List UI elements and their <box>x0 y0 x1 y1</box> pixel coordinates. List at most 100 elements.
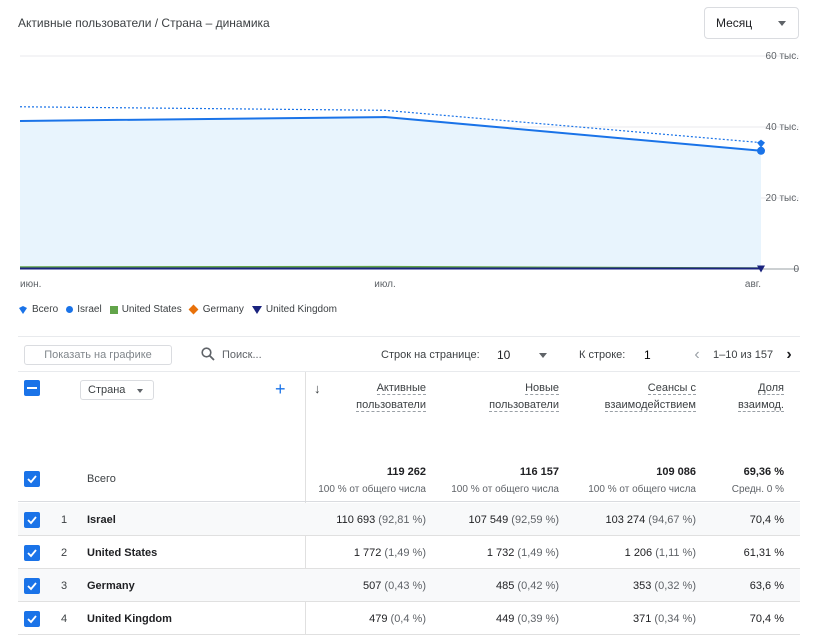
new-users-cell: 485 (0,42 %) <box>439 580 559 592</box>
engagement-rate-cell: 61,31 % <box>743 547 784 559</box>
legend-item-total[interactable]: Всего <box>18 304 58 315</box>
circle-marker-icon <box>66 306 74 313</box>
row-index: 1 <box>61 514 68 526</box>
period-select[interactable]: Месяц <box>704 7 799 39</box>
engagement-rate-cell: 70,4 % <box>749 613 784 625</box>
add-dimension-button[interactable]: + <box>275 379 286 399</box>
y-tick-label: 60 тыс. <box>766 51 799 62</box>
engaged-sessions-cell: 103 274 (94,67 %) <box>576 514 696 526</box>
active-users-cell: 1 772 (1,49 %) <box>308 547 426 559</box>
engaged-sessions-cell: 353 (0,32 %) <box>576 580 696 592</box>
total-engaged-sessions-share: 100 % от общего числа <box>588 484 696 495</box>
chevron-right-icon: › <box>786 346 792 363</box>
row-checkbox[interactable] <box>24 611 40 627</box>
engagement-rate-cell: 63,6 % <box>749 580 784 592</box>
totals-label: Всего <box>87 473 116 485</box>
country-name: Israel <box>87 514 116 526</box>
active-users-cell: 507 (0,43 %) <box>308 580 426 592</box>
cell-percent: (94,67 %) <box>648 514 696 526</box>
caret-down-icon <box>137 389 143 393</box>
cell-value: 485 <box>496 580 515 592</box>
cell-value: 1 772 <box>353 547 382 559</box>
dimension-select[interactable]: Страна <box>80 380 154 400</box>
chart-legend: Всего Israel United States Germany Unite… <box>18 304 345 315</box>
country-name: United States <box>87 547 158 559</box>
goto-row-input[interactable] <box>644 345 684 365</box>
caret-down-icon <box>778 21 786 26</box>
cell-percent: (0,39 %) <box>517 613 559 625</box>
row-checkbox[interactable] <box>24 578 40 594</box>
cell-percent: (0,42 %) <box>517 580 559 592</box>
legend-item-germany[interactable]: Germany <box>188 304 244 315</box>
period-value: Месяц <box>716 16 753 30</box>
table-row: 4 United Kingdom 479 (0,4 %) 449 (0,39 %… <box>18 602 800 635</box>
legend-label: Germany <box>202 304 244 315</box>
series-line-israel <box>19 116 762 152</box>
total-new-users: 116 157 <box>519 466 559 478</box>
legend-item-united-kingdom[interactable]: United Kingdom <box>251 304 337 315</box>
legend-label: Israel <box>77 304 102 315</box>
israel-area <box>20 117 761 269</box>
rows-per-page-value: 10 <box>497 348 511 362</box>
cell-percent: (1,11 %) <box>655 547 696 559</box>
diamond-marker-icon <box>188 304 199 315</box>
column-header-active-users[interactable]: Активные пользователи <box>326 380 426 414</box>
column-header-engagement-rate[interactable]: Доля взаимод. <box>714 380 784 414</box>
cell-value: 110 693 <box>336 514 376 526</box>
y-tick-label: 40 тыс. <box>766 122 799 133</box>
total-marker-icon <box>19 305 27 314</box>
cell-percent: (1,49 %) <box>384 547 426 559</box>
cell-percent: (92,81 %) <box>378 514 426 526</box>
rows-per-page-select[interactable]: 10 <box>497 345 547 365</box>
cell-value: 479 <box>369 613 388 625</box>
engaged-sessions-cell: 371 (0,34 %) <box>576 613 696 625</box>
x-tick-label: июн. <box>20 279 41 290</box>
cell-value: 449 <box>496 613 515 625</box>
row-checkbox[interactable] <box>24 512 40 528</box>
total-active-users-share: 100 % от общего числа <box>318 484 426 495</box>
search-icon <box>201 347 215 361</box>
row-index: 4 <box>61 613 68 625</box>
rows-per-page-label: Строк на странице: <box>381 349 480 361</box>
next-page-button[interactable]: › <box>782 345 796 365</box>
column-header-new-users[interactable]: Новые пользователи <box>460 380 559 414</box>
engagement-rate-cell: 70,4 % <box>749 514 784 526</box>
cell-value: 103 274 <box>605 514 646 526</box>
check-icon <box>27 582 37 591</box>
column-header-line: пользователи <box>356 399 426 412</box>
column-header-line: Доля <box>758 382 784 395</box>
search-input[interactable] <box>222 345 332 365</box>
legend-label: United States <box>121 304 182 315</box>
cell-value: 1 732 <box>486 547 515 559</box>
x-tick-label: июл. <box>374 279 395 290</box>
square-marker-icon <box>109 305 118 314</box>
select-all-checkbox[interactable] <box>24 380 40 396</box>
column-header-line: взаимод. <box>738 399 784 412</box>
legend-item-united-states[interactable]: United States <box>109 304 182 315</box>
prev-page-button[interactable]: ‹ <box>690 345 704 365</box>
totals-checkbox[interactable] <box>24 471 40 487</box>
column-header-line: Активные <box>376 382 426 395</box>
united-kingdom-end-marker <box>757 265 765 273</box>
column-header-line: взаимодействием <box>604 399 696 412</box>
column-header-line: Сеансы с <box>647 382 696 395</box>
country-name: Germany <box>87 580 135 592</box>
active-users-cell: 110 693 (92,81 %) <box>308 514 426 526</box>
table-toolbar: Показать на графике Строк на странице: 1… <box>18 336 800 372</box>
totals-row <box>18 456 800 502</box>
cell-value: 1 206 <box>624 547 653 559</box>
sort-desc-icon[interactable]: ↓ <box>314 381 321 396</box>
cell-percent: (0,4 %) <box>390 613 426 625</box>
cell-value: 371 <box>633 613 652 625</box>
row-index: 3 <box>61 580 68 592</box>
y-tick-label: 0 <box>793 264 799 275</box>
row-checkbox[interactable] <box>24 545 40 561</box>
total-engagement-rate-avg: Средн. 0 % <box>731 484 784 495</box>
active-users-cell: 479 (0,4 %) <box>308 613 426 625</box>
show-on-chart-button[interactable]: Показать на графике <box>24 345 172 365</box>
table-row: 3 Germany 507 (0,43 %) 485 (0,42 %) 353 … <box>18 569 800 602</box>
country-name: United Kingdom <box>87 613 172 625</box>
total-new-users-share: 100 % от общего числа <box>451 484 559 495</box>
legend-item-israel[interactable]: Israel <box>66 304 102 315</box>
column-header-engaged-sessions[interactable]: Сеансы с взаимодействием <box>586 380 696 414</box>
